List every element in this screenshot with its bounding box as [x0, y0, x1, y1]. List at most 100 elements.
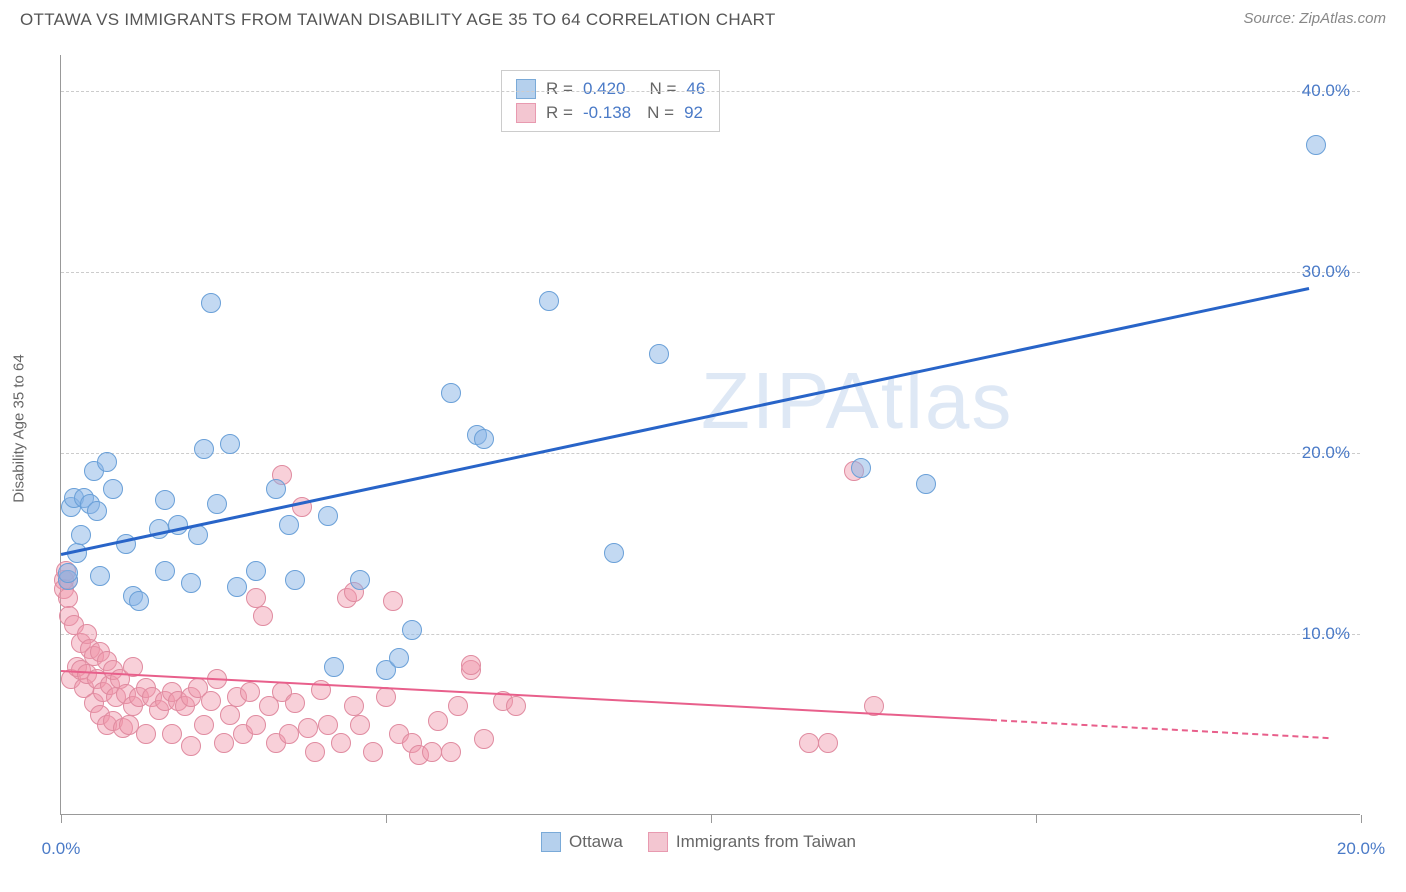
data-point: [279, 515, 299, 535]
data-point: [506, 696, 526, 716]
n-value-ottawa: 46: [686, 79, 705, 99]
data-point: [402, 620, 422, 640]
data-point: [441, 383, 461, 403]
data-point: [90, 566, 110, 586]
data-point: [448, 696, 468, 716]
stats-legend: R = 0.420 N = 46 R = -0.138 N = 92: [501, 70, 720, 132]
data-point: [246, 561, 266, 581]
legend-item-taiwan: Immigrants from Taiwan: [648, 832, 856, 852]
data-point: [389, 648, 409, 668]
legend-label-taiwan: Immigrants from Taiwan: [676, 832, 856, 852]
data-point: [155, 561, 175, 581]
data-point: [279, 724, 299, 744]
data-point: [799, 733, 819, 753]
data-point: [207, 494, 227, 514]
correlation-chart: Disability Age 35 to 64 ZIPAtlas R = 0.4…: [40, 40, 1390, 860]
gridline-h: [61, 634, 1360, 635]
plot-area: ZIPAtlas R = 0.420 N = 46 R = -0.138 N =…: [60, 55, 1360, 815]
n-label: N =: [647, 103, 674, 123]
data-point: [87, 501, 107, 521]
r-value-ottawa: 0.420: [583, 79, 626, 99]
x-tick: [1361, 815, 1362, 823]
data-point: [227, 577, 247, 597]
data-point: [461, 655, 481, 675]
stats-row-ottawa: R = 0.420 N = 46: [516, 77, 705, 101]
data-point: [136, 724, 156, 744]
data-point: [266, 479, 286, 499]
data-point: [383, 591, 403, 611]
data-point: [363, 742, 383, 762]
data-point: [246, 715, 266, 735]
data-point: [474, 429, 494, 449]
data-point: [350, 715, 370, 735]
data-point: [422, 742, 442, 762]
r-value-taiwan: -0.138: [583, 103, 631, 123]
gridline-h: [61, 453, 1360, 454]
r-label: R =: [546, 79, 573, 99]
y-tick-label: 30.0%: [1302, 262, 1350, 282]
trend-line-dash: [990, 719, 1328, 739]
data-point: [58, 588, 78, 608]
n-label: N =: [649, 79, 676, 99]
data-point: [916, 474, 936, 494]
data-point: [246, 588, 266, 608]
data-point: [155, 490, 175, 510]
r-label: R =: [546, 103, 573, 123]
gridline-h: [61, 272, 1360, 273]
gridline-h: [61, 91, 1360, 92]
data-point: [818, 733, 838, 753]
data-point: [214, 733, 234, 753]
data-point: [604, 543, 624, 563]
data-point: [318, 506, 338, 526]
data-point: [58, 563, 78, 583]
data-point: [181, 736, 201, 756]
data-point: [539, 291, 559, 311]
data-point: [376, 687, 396, 707]
stats-row-taiwan: R = -0.138 N = 92: [516, 101, 705, 125]
data-point: [851, 458, 871, 478]
swatch-taiwan: [516, 103, 536, 123]
data-point: [428, 711, 448, 731]
data-point: [1306, 135, 1326, 155]
data-point: [220, 705, 240, 725]
x-tick: [1036, 815, 1037, 823]
data-point: [103, 479, 123, 499]
data-point: [220, 434, 240, 454]
data-point: [441, 742, 461, 762]
n-value-taiwan: 92: [684, 103, 703, 123]
data-point: [253, 606, 273, 626]
data-point: [162, 724, 182, 744]
y-axis-label: Disability Age 35 to 64: [11, 354, 28, 502]
data-point: [350, 570, 370, 590]
data-point: [201, 691, 221, 711]
data-point: [71, 525, 91, 545]
y-tick-label: 20.0%: [1302, 443, 1350, 463]
data-point: [129, 591, 149, 611]
data-point: [181, 573, 201, 593]
chart-title: OTTAWA VS IMMIGRANTS FROM TAIWAN DISABIL…: [20, 10, 776, 30]
series-legend: Ottawa Immigrants from Taiwan: [541, 832, 856, 852]
watermark: ZIPAtlas: [701, 355, 1013, 447]
x-tick: [61, 815, 62, 823]
x-tick-label: 0.0%: [42, 839, 81, 859]
y-tick-label: 10.0%: [1302, 624, 1350, 644]
data-point: [194, 715, 214, 735]
data-point: [318, 715, 338, 735]
swatch-ottawa: [516, 79, 536, 99]
swatch-ottawa: [541, 832, 561, 852]
x-tick: [386, 815, 387, 823]
data-point: [649, 344, 669, 364]
data-point: [344, 696, 364, 716]
data-point: [285, 693, 305, 713]
data-point: [305, 742, 325, 762]
data-point: [194, 439, 214, 459]
data-point: [324, 657, 344, 677]
data-point: [331, 733, 351, 753]
data-point: [298, 718, 318, 738]
data-point: [474, 729, 494, 749]
data-point: [285, 570, 305, 590]
swatch-taiwan: [648, 832, 668, 852]
data-point: [240, 682, 260, 702]
x-tick-label: 20.0%: [1337, 839, 1385, 859]
y-tick-label: 40.0%: [1302, 81, 1350, 101]
